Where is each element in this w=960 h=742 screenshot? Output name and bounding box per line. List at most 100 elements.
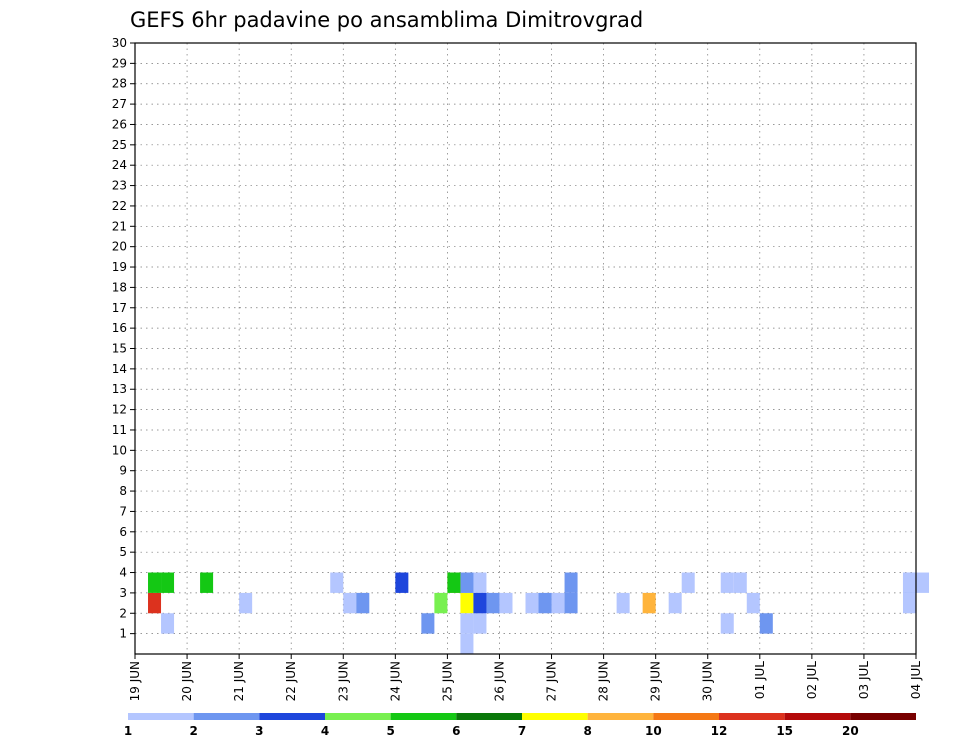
y-tick-label: 19: [112, 260, 127, 274]
x-tick-label: 23 JUN: [336, 661, 350, 701]
precip-cell: [148, 572, 162, 593]
legend-swatch: [522, 713, 588, 720]
legend-swatch: [259, 713, 325, 720]
legend-label: 7: [518, 724, 526, 738]
precip-cell: [902, 592, 916, 614]
y-tick-label: 6: [119, 525, 127, 539]
chart-title: GEFS 6hr padavine po ansamblima Dimitrov…: [130, 8, 643, 32]
x-tick-label: 22 JUN: [284, 661, 298, 701]
x-tick-label: 28 JUN: [597, 661, 611, 701]
legend-label: 5: [386, 724, 394, 738]
precip-cell: [460, 592, 474, 614]
precip-cell: [902, 572, 916, 593]
y-tick-label: 26: [112, 117, 127, 131]
precip-cell: [538, 592, 552, 614]
legend-label: 3: [255, 724, 263, 738]
x-tick-label: 19 JUN: [128, 661, 142, 701]
legend-swatch: [653, 713, 719, 720]
precip-cell: [499, 592, 513, 614]
precip-cell: [239, 592, 253, 614]
y-tick-label: 16: [112, 321, 127, 335]
y-tick-label: 12: [112, 403, 127, 417]
legend-label: 8: [583, 724, 591, 738]
x-tick-label: 01 JUL: [753, 661, 767, 699]
legend-swatch: [719, 713, 785, 720]
precip-cell: [525, 592, 539, 614]
y-tick-label: 10: [112, 443, 127, 457]
precip-cell: [473, 592, 487, 614]
y-tick-label: 29: [112, 56, 127, 70]
legend-label: 6: [452, 724, 460, 738]
precip-cell: [642, 592, 656, 614]
precip-cell: [447, 572, 461, 593]
y-tick-label: 3: [119, 586, 127, 600]
legend-label: 20: [842, 724, 859, 738]
y-tick-label: 4: [119, 566, 127, 580]
y-tick-label: 30: [112, 36, 127, 50]
y-tick-label: 18: [112, 280, 127, 294]
y-tick-label: 1: [119, 627, 127, 641]
legend-swatch: [193, 713, 260, 720]
precip-cell: [616, 592, 630, 614]
precip-cell: [746, 592, 760, 614]
legend-label: 4: [321, 724, 329, 738]
legend-label: 15: [776, 724, 793, 738]
x-tick-label: 26 JUN: [492, 661, 506, 701]
grid-lines: [135, 43, 916, 654]
legend-label: 10: [645, 724, 662, 738]
precip-cell: [551, 592, 565, 614]
precipitation-cells: [148, 572, 930, 654]
x-tick-label: 30 JUN: [701, 661, 715, 701]
precip-cell: [148, 592, 162, 614]
y-tick-label: 5: [119, 545, 127, 559]
x-tick-label: 02 JUL: [805, 661, 819, 699]
legend-label: 2: [189, 724, 197, 738]
y-tick-label: 28: [112, 77, 127, 91]
legend-swatch: [128, 713, 194, 720]
precip-cell: [486, 592, 500, 614]
y-tick-label: 27: [112, 97, 127, 111]
x-tick-label: 20 JUN: [180, 661, 194, 701]
y-tick-label: 21: [112, 219, 127, 233]
precip-cell: [720, 572, 734, 593]
y-tick-label: 11: [112, 423, 127, 437]
y-tick-label: 2: [119, 606, 127, 620]
y-tick-label: 9: [119, 464, 127, 478]
legend-swatch: [325, 713, 391, 720]
y-tick-label: 24: [112, 158, 127, 172]
color-legend: 1 2 3 4 5 6 7 8 10 12 15 20: [124, 713, 916, 738]
y-axis-ticks: 1234567891011121314151617181920212223242…: [112, 36, 135, 641]
precip-cell: [395, 572, 409, 593]
precip-cell: [564, 592, 578, 614]
y-tick-label: 13: [112, 382, 127, 396]
legend-swatch: [390, 713, 457, 720]
x-tick-label: 25 JUN: [440, 661, 454, 701]
precip-cell: [720, 613, 734, 634]
y-tick-label: 15: [112, 342, 127, 356]
precip-cell: [460, 633, 474, 654]
x-tick-label: 27 JUN: [545, 661, 559, 701]
x-axis-ticks: 19 JUN 20 JUN 21 JUN 22 JUN 23 JUN 24 JUN 25 J…: [128, 654, 923, 701]
precip-cell: [421, 613, 435, 634]
x-tick-label: 21 JUN: [232, 661, 246, 701]
legend-swatch: [784, 713, 851, 720]
precip-cell: [161, 572, 175, 593]
precip-cell: [473, 572, 487, 593]
precip-cell: [916, 572, 930, 593]
precip-cell: [434, 592, 448, 614]
precip-cell: [460, 613, 474, 634]
precip-cell: [343, 592, 357, 614]
y-tick-label: 23: [112, 179, 127, 193]
y-tick-label: 7: [119, 504, 127, 518]
precip-cell: [681, 572, 695, 593]
legend-label: 1: [124, 724, 132, 738]
precip-cell: [473, 613, 487, 634]
precip-cell: [356, 592, 370, 614]
y-tick-label: 25: [112, 138, 127, 152]
legend-swatch: [587, 713, 654, 720]
precip-cell: [759, 613, 773, 634]
legend-swatch: [456, 713, 522, 720]
x-tick-label: 24 JUN: [388, 661, 402, 701]
y-tick-label: 20: [112, 240, 127, 254]
